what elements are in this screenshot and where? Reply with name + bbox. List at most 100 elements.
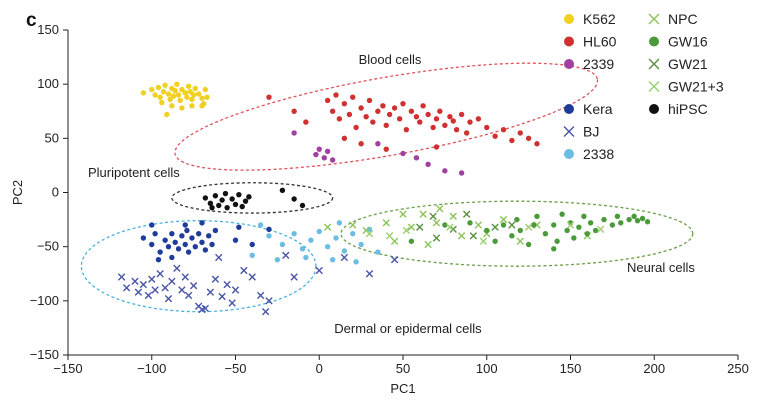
x-marker-stroke [474,221,483,229]
point-gw16 [571,235,577,241]
point-bj [139,280,148,289]
point-gw21-3 [596,225,605,234]
point-gw16 [601,216,607,223]
x-marker-stroke [508,221,516,229]
legend-item-gw21-3: GW21+3 [648,79,724,95]
x-marker-stroke [648,81,660,92]
point-hipsc [202,195,209,201]
point-2338 [316,228,322,235]
x-marker-stroke [231,286,240,294]
point-bj [156,270,164,278]
point-bj [189,281,198,290]
legend-item-2339: 2339 [564,56,614,72]
legend-item-bj: BJ [563,124,599,140]
x-marker-stroke [349,221,357,229]
y-axis-label: PC2 [10,180,25,205]
legend-label-npc: NPC [668,11,698,27]
point-npc [449,212,457,221]
point-npc [419,210,427,218]
point-gw16 [484,227,490,234]
point-2338 [375,249,381,255]
point-bj [223,280,231,289]
x-tick-label: −100 [137,361,166,376]
x-marker-stroke [122,284,131,292]
point-2339 [425,161,431,168]
point-hl60 [358,105,364,111]
y-tick-label: −100 [30,293,59,308]
point-gw16 [542,230,549,237]
x-marker-stroke [419,210,427,218]
series-npc [323,205,591,249]
x-marker-stroke [261,307,270,316]
x-marker-stroke [282,251,290,260]
point-2339 [458,170,465,176]
point-bj [390,255,399,264]
x-marker-stroke [390,237,399,245]
point-2339 [313,151,319,158]
legend-marker-gw21-3 [648,81,660,92]
point-hl60 [492,133,498,139]
point-gw21 [469,232,478,240]
point-kera [172,239,178,246]
point-kera [209,241,215,248]
point-kera [169,230,175,237]
point-npc [323,223,332,231]
x-marker-stroke [189,281,198,290]
x-marker-stroke [365,229,374,238]
axis-ticks: −150 −100 −50 0 50 100 150 200 250 −150 −100 −50 0 50… [30,22,749,376]
x-marker-stroke [648,58,660,70]
point-2339 [400,150,406,157]
point-gw16 [500,222,507,228]
point-bj [261,307,270,316]
point-kera [189,235,195,241]
point-hl60 [433,144,440,150]
cluster-ellipses [80,62,694,313]
cluster-ellipse-neural-cells [340,200,694,267]
x-marker-stroke [432,234,441,242]
x-marker-stroke [449,212,457,221]
point-gw21-3 [402,226,411,235]
point-kera [202,247,209,253]
y-tick-label: 150 [37,22,59,37]
x-marker-stroke [148,275,156,283]
legend-label-hl60: HL60 [583,34,617,50]
point-k562 [155,84,162,91]
x-marker-stroke [151,286,159,294]
point-k562 [179,86,185,93]
x-tick-label: 100 [476,361,498,376]
x-marker-stroke [416,223,424,231]
x-marker-stroke [402,226,411,235]
x-marker-stroke [181,273,189,281]
x-marker-stroke [407,223,416,231]
point-k562 [174,81,180,87]
point-hipsc [236,191,242,198]
point-kera [149,241,155,248]
point-gw16 [534,213,540,220]
legend-label-2338: 2338 [583,146,614,162]
point-kera [232,237,239,243]
point-gw16 [559,211,565,217]
series-hipsc [202,187,306,211]
point-bj [340,253,349,262]
point-k562 [140,90,147,96]
point-bj [184,291,193,300]
series-kera [140,220,272,263]
point-2338 [249,252,255,259]
cluster-label-neural-cells: Neural cells [627,260,695,275]
point-kera [192,243,198,250]
point-gw16 [609,222,616,228]
point-bj [168,277,176,286]
series-k562 [140,81,210,118]
point-hl60 [417,119,423,125]
point-gw16 [581,213,587,220]
point-hl60 [291,108,297,114]
legend-label-kera: Kera [583,101,613,117]
point-gw16 [631,213,637,220]
point-hl60 [380,103,386,109]
point-bj [248,273,256,281]
point-hl60 [458,111,465,118]
point-hl60 [370,119,376,125]
y-tick-label: −50 [37,239,59,254]
point-2338 [266,233,272,239]
point-gw21-3 [385,232,394,240]
